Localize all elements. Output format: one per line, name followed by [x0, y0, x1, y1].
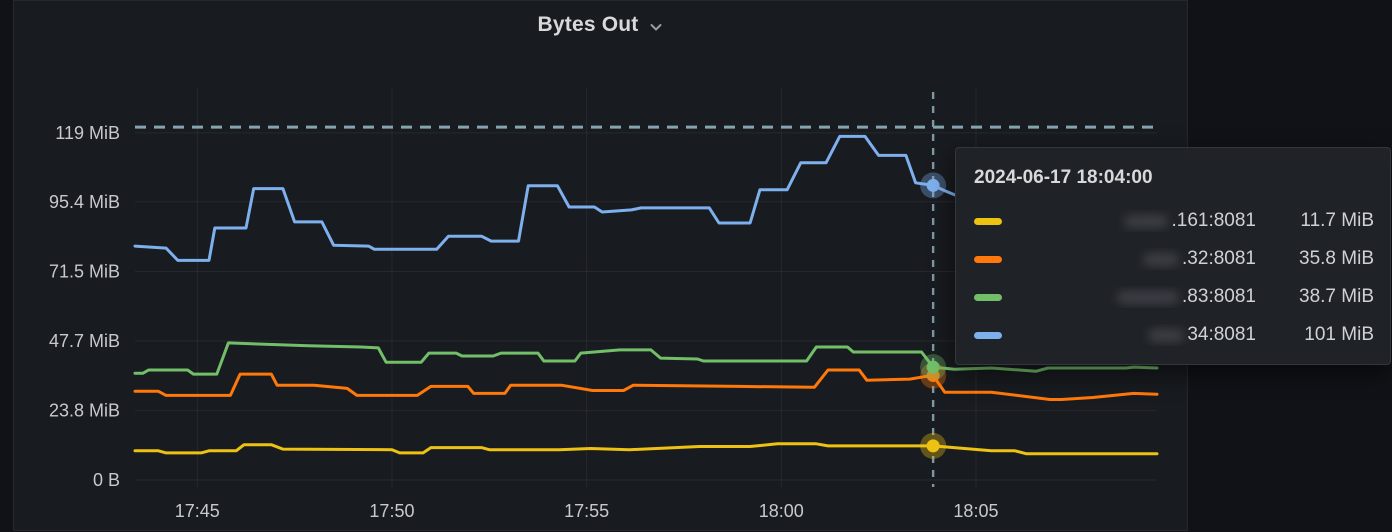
x-axis-tick-label: 17:50 — [369, 501, 414, 521]
x-axis-tick-label: 18:00 — [759, 501, 804, 521]
series-value: 11.7 MiB — [1300, 210, 1374, 231]
series-color-swatch — [974, 217, 1002, 225]
chevron-down-icon — [648, 19, 664, 35]
y-axis-tick-label: 23.8 MiB — [49, 401, 120, 421]
y-axis-tick-label: 119 MiB — [55, 123, 120, 143]
redacted-label-blur — [1117, 290, 1180, 304]
series-color-swatch — [974, 331, 1002, 339]
y-axis-tick-label: 71.5 MiB — [49, 261, 120, 281]
redacted-label-blur — [1148, 328, 1185, 342]
series-label-cell: .32:8081 — [1002, 248, 1256, 270]
panel-title: Bytes Out — [537, 13, 639, 36]
series-label: 34:8081 — [1187, 324, 1256, 345]
series-line — [133, 134, 956, 262]
redacted-label-blur — [1143, 252, 1180, 266]
hover-point — [926, 178, 940, 192]
series-label: .83:8081 — [1182, 286, 1256, 307]
chart-tooltip: 2024-06-17 18:04:00 .161:8081 11.7 MiB .32… — [955, 147, 1391, 365]
series-line — [133, 442, 1159, 456]
y-axis-tick-label: 0 B — [93, 470, 120, 490]
series-label-cell: .161:8081 — [1002, 210, 1256, 232]
tooltip-series-list: .161:8081 11.7 MiB .32:8081 35.8 MiB .83:808… — [974, 202, 1374, 354]
series-label: .32:8081 — [1182, 248, 1256, 269]
series-label-cell: .83:8081 — [1002, 286, 1256, 308]
series-value: 35.8 MiB — [1299, 248, 1374, 269]
y-axis-tick-label: 95.4 MiB — [49, 192, 120, 212]
series-value: 101 MiB — [1304, 324, 1374, 345]
tooltip-row: 34:8081 101 MiB — [974, 316, 1374, 354]
tooltip-timestamp: 2024-06-17 18:04:00 — [974, 167, 1153, 188]
series-line — [133, 368, 1159, 401]
hover-point — [926, 439, 940, 453]
tooltip-row: .161:8081 11.7 MiB — [974, 202, 1374, 240]
series-value: 38.7 MiB — [1299, 286, 1374, 307]
panel-title-menu[interactable]: Bytes Out — [14, 13, 1187, 37]
y-axis-tick-label: 47.7 MiB — [49, 331, 120, 351]
series-line — [133, 341, 1159, 376]
tooltip-row: .32:8081 35.8 MiB — [974, 240, 1374, 278]
x-axis-tick-label: 18:05 — [953, 501, 998, 521]
series-color-swatch — [974, 293, 1002, 301]
series-label-cell: 34:8081 — [1002, 324, 1256, 346]
series-label: .161:8081 — [1171, 210, 1256, 231]
series-color-swatch — [974, 255, 1002, 263]
redacted-label-blur — [1124, 214, 1169, 228]
x-axis-tick-label: 17:45 — [175, 501, 220, 521]
hover-point — [926, 360, 940, 374]
x-axis-tick-label: 17:55 — [564, 501, 609, 521]
tooltip-row: .83:8081 38.7 MiB — [974, 278, 1374, 316]
